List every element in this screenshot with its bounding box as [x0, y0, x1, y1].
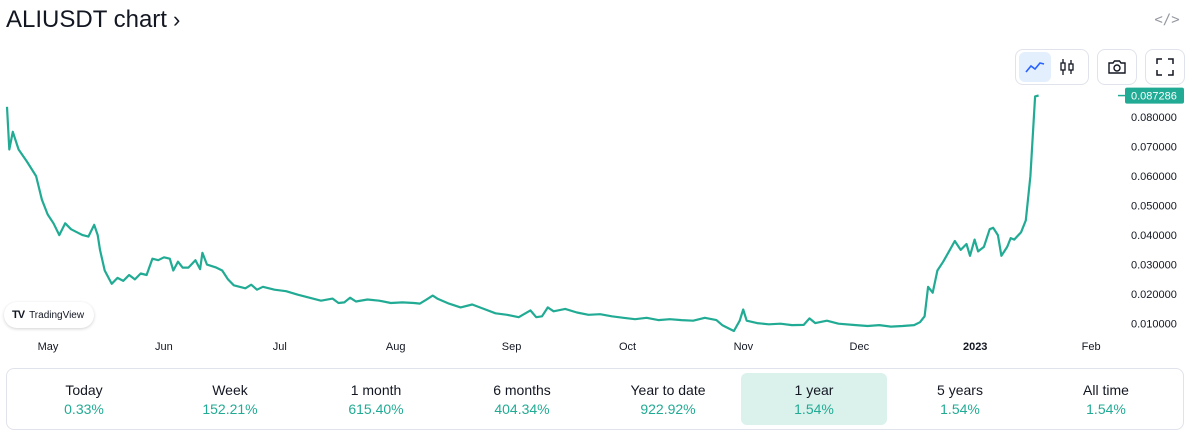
- snapshot-button[interactable]: [1101, 52, 1133, 82]
- camera-icon: [1108, 60, 1126, 74]
- period-change: 1.54%: [940, 400, 980, 417]
- period-change: 1.54%: [1086, 400, 1126, 417]
- embed-code-button[interactable]: </>: [1153, 8, 1181, 32]
- y-tick-label: 0.020000: [1131, 289, 1177, 301]
- period-label: 5 years: [937, 381, 983, 398]
- period-change: 615.40%: [348, 400, 404, 417]
- period-label: Year to date: [630, 381, 706, 398]
- last-price-label: 0.087286: [1131, 91, 1177, 103]
- performance-bar: Today 0.33% Week 152.21% 1 month 615.40% 6 mon…: [6, 368, 1184, 430]
- x-tick-label: Feb: [1082, 341, 1101, 353]
- period-year-to-date[interactable]: Year to date 922.92%: [595, 373, 741, 425]
- line-chart-icon: [1025, 62, 1045, 73]
- x-tick-label: 2023: [963, 341, 987, 353]
- y-axis: 0.080000 0.070000 0.060000 0.050000 0.040000…: [1131, 112, 1177, 331]
- code-icon: </>: [1154, 12, 1180, 28]
- x-tick-label: Jul: [273, 341, 287, 353]
- last-price-badge-bg: [1125, 87, 1184, 104]
- candlestick-icon: [1060, 59, 1074, 75]
- period-label: All time: [1083, 381, 1129, 398]
- y-tick-label: 0.070000: [1131, 142, 1177, 154]
- x-axis: May Jun Jul Aug Sep Oct Nov Dec 2023 Feb: [38, 341, 1101, 353]
- x-tick-label: May: [38, 341, 59, 353]
- line-chart-button[interactable]: [1019, 52, 1051, 82]
- period-change: 0.33%: [64, 400, 104, 417]
- last-price-badge: 0.087286: [1118, 87, 1184, 104]
- y-tick-label: 0.060000: [1131, 171, 1177, 183]
- period-label: Week: [212, 381, 248, 398]
- period-today[interactable]: Today 0.33%: [11, 373, 157, 425]
- period-label: 6 months: [493, 381, 551, 398]
- period-change: 1.54%: [794, 400, 834, 417]
- x-tick-label: Aug: [386, 341, 406, 353]
- period-1-year[interactable]: 1 year 1.54%: [741, 373, 887, 425]
- x-tick-label: Nov: [734, 341, 754, 353]
- x-tick-label: Sep: [502, 341, 522, 353]
- x-tick-label: Jun: [155, 341, 173, 353]
- period-1-month[interactable]: 1 month 615.40%: [303, 373, 449, 425]
- chart-title-link[interactable]: ALIUSDT chart ›: [6, 6, 180, 34]
- period-all-time[interactable]: All time 1.54%: [1033, 373, 1179, 425]
- candlestick-button[interactable]: [1051, 52, 1083, 82]
- period-label: 1 year: [794, 381, 834, 398]
- x-tick-label: Oct: [619, 341, 636, 353]
- period-label: Today: [65, 381, 103, 398]
- chart-style-toggle: [1015, 49, 1089, 85]
- period-6-months[interactable]: 6 months 404.34%: [449, 373, 595, 425]
- period-week[interactable]: Week 152.21%: [157, 373, 303, 425]
- y-tick-label: 0.040000: [1131, 230, 1177, 242]
- y-tick-label: 0.080000: [1131, 112, 1177, 124]
- tradingview-logo-text: TradingView: [29, 309, 85, 321]
- tradingview-mark-icon: TV: [12, 309, 25, 321]
- period-change: 152.21%: [202, 400, 258, 417]
- period-label: 1 month: [350, 381, 402, 398]
- x-tick-label: Dec: [850, 341, 870, 353]
- chevron-right-icon: ›: [172, 7, 181, 32]
- period-change: 404.34%: [494, 400, 550, 417]
- fullscreen-group: [1145, 49, 1185, 85]
- snapshot-group: [1097, 49, 1137, 85]
- fullscreen-icon: [1156, 58, 1174, 76]
- price-chart[interactable]: 0.080000 0.070000 0.060000 0.050000 0.040000…: [0, 0, 1198, 360]
- tradingview-logo[interactable]: TV TradingView: [4, 302, 94, 328]
- price-line: [5, 94, 1039, 333]
- chart-title: ALIUSDT chart: [6, 6, 167, 33]
- fullscreen-button[interactable]: [1149, 52, 1181, 82]
- period-change: 922.92%: [640, 400, 696, 417]
- y-tick-label: 0.050000: [1131, 201, 1177, 213]
- period-5-years[interactable]: 5 years 1.54%: [887, 373, 1033, 425]
- y-tick-label: 0.030000: [1131, 260, 1177, 272]
- y-tick-label: 0.010000: [1131, 319, 1177, 331]
